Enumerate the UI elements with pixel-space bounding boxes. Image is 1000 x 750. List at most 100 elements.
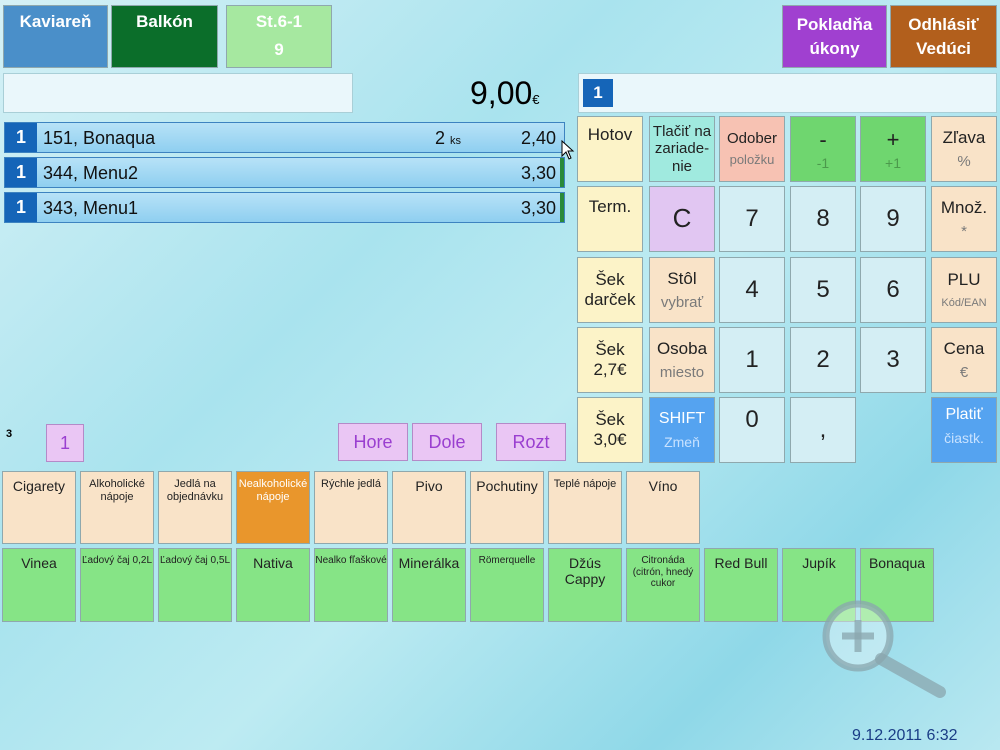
voucher-30-button[interactable]: Šek 3,0€: [577, 397, 643, 463]
logout-label: Odhlásiť: [908, 14, 979, 34]
line-name: 343, Menu1: [43, 198, 139, 218]
key-8[interactable]: 8: [790, 186, 856, 252]
product-jupik[interactable]: Jupík: [782, 548, 856, 622]
clear-button[interactable]: C: [649, 186, 715, 252]
table-label: St.6-1: [255, 12, 303, 31]
quantity-button[interactable]: Množ. *: [931, 186, 997, 252]
terminal-button[interactable]: Term.: [577, 186, 643, 252]
minus-sub: -1: [816, 154, 830, 171]
key-7[interactable]: 7: [719, 186, 785, 252]
category-rychle-jedla[interactable]: Rýchle jedlá: [314, 471, 388, 544]
zoom-in-icon[interactable]: [820, 598, 950, 698]
total-value: 9,00: [470, 75, 533, 111]
table-guests: 9: [274, 39, 284, 59]
product-vinea[interactable]: Vinea: [2, 548, 76, 622]
minus-button[interactable]: - -1: [790, 116, 856, 182]
order-line[interactable]: 1 151, Bonaqua 2 ks 2,40: [4, 122, 565, 153]
plus-button[interactable]: + +1: [860, 116, 926, 182]
balkon-button[interactable]: Balkón: [111, 5, 218, 68]
split-button[interactable]: Rozt: [496, 423, 566, 461]
quantity-sub: *: [961, 223, 967, 241]
page-indicator-button[interactable]: 1: [46, 424, 84, 462]
price-sub: €: [959, 364, 969, 382]
category-label: Teplé nápoje: [553, 478, 617, 490]
category-alkoholicke[interactable]: Alkoholické nápoje: [80, 471, 154, 544]
scroll-up-button[interactable]: Hore: [338, 423, 408, 461]
hotov-button[interactable]: Hotov: [577, 116, 643, 182]
key-2[interactable]: 2: [790, 327, 856, 393]
logout-button[interactable]: Odhlásiť Vedúci: [890, 5, 997, 68]
balkon-label: Balkón: [136, 12, 193, 31]
pokladna-label: Pokladňa: [796, 14, 873, 34]
product-citronada[interactable]: Citronáda (citrón, hnedý cukor: [626, 548, 700, 622]
key-0-label: 0: [745, 406, 759, 433]
select-table-sub: vybrať: [660, 294, 704, 312]
select-table-button[interactable]: Stôl vybrať: [649, 257, 715, 323]
category-nealkoholicke[interactable]: Nealkoholické nápoje: [236, 471, 310, 544]
plu-button[interactable]: PLU Kód/EAN: [931, 257, 997, 323]
user-role-label: Vedúci: [916, 38, 971, 58]
key-1-label: 1: [745, 346, 759, 374]
category-teple-napoje[interactable]: Teplé nápoje: [548, 471, 622, 544]
product-romerquelle[interactable]: Römerquelle: [470, 548, 544, 622]
key-1[interactable]: 1: [719, 327, 785, 393]
split-label: Rozt: [512, 431, 550, 452]
line-price: 2,40: [520, 128, 556, 148]
product-mineralka[interactable]: Minerálka: [392, 548, 466, 622]
key-6[interactable]: 6: [860, 257, 926, 323]
entry-field[interactable]: 1: [578, 73, 997, 113]
entry-count: 1: [593, 83, 603, 102]
order-line[interactable]: 1 343, Menu1 3,30: [4, 192, 565, 223]
key-comma[interactable]: ,: [790, 397, 856, 463]
mouse-cursor-icon: [561, 140, 575, 160]
remove-item-button[interactable]: Odober položku: [719, 116, 785, 182]
pokladna-ukony-button[interactable]: Pokladňa úkony: [782, 5, 887, 68]
item-counter: 3: [6, 428, 13, 440]
clock: 9.12.2011 6:32: [852, 727, 958, 744]
category-label: Rýchle jedlá: [321, 478, 381, 490]
key-9[interactable]: 9: [860, 186, 926, 252]
product-nativa[interactable]: Nativa: [236, 548, 310, 622]
key-5[interactable]: 5: [790, 257, 856, 323]
category-vino[interactable]: Víno: [626, 471, 700, 544]
minus-label: -: [819, 127, 827, 153]
key-3-label: 3: [886, 346, 900, 374]
scroll-down-label: Dole: [428, 431, 466, 452]
price-button[interactable]: Cena €: [931, 327, 997, 393]
product-label: Džús Cappy: [564, 555, 606, 588]
discount-button[interactable]: Zľava %: [931, 116, 997, 182]
scroll-down-button[interactable]: Dole: [412, 423, 482, 461]
key-5-label: 5: [816, 276, 830, 304]
shift-button[interactable]: SHIFT Zmeň: [649, 397, 715, 463]
product-ladovy-caj-02[interactable]: Ľadový čaj 0,2L: [80, 548, 154, 622]
ukony-label: úkony: [809, 38, 860, 58]
total-currency: €: [532, 92, 540, 107]
person-seat-button[interactable]: Osoba miesto: [649, 327, 715, 393]
quantity-label: Množ.: [940, 197, 988, 217]
key-7-label: 7: [745, 205, 759, 233]
category-jedla-objednavka[interactable]: Jedlá na objednávku: [158, 471, 232, 544]
line-price: 3,30: [520, 198, 556, 218]
partial-pay-button[interactable]: Platiť čiastk.: [931, 397, 997, 463]
key-3[interactable]: 3: [860, 327, 926, 393]
table-button[interactable]: St.6-1 9: [226, 5, 332, 68]
key-0[interactable]: 0: [719, 397, 785, 463]
category-cigarety[interactable]: Cigarety: [2, 471, 76, 544]
key-4[interactable]: 4: [719, 257, 785, 323]
partial-pay-sub: čiastk.: [944, 430, 984, 447]
category-pivo[interactable]: Pivo: [392, 471, 466, 544]
line-qty: 1: [5, 193, 37, 222]
product-nealko-flaskove[interactable]: Nealko fľaškové: [314, 548, 388, 622]
kaviaren-button[interactable]: Kaviareň: [3, 5, 108, 68]
print-device-button[interactable]: Tlačiť na zariade-nie: [649, 116, 715, 182]
category-pochutiny[interactable]: Pochutiny: [470, 471, 544, 544]
person-seat-label: Osoba: [656, 338, 708, 358]
voucher-27-button[interactable]: Šek 2,7€: [577, 327, 643, 393]
key-comma-label: ,: [819, 416, 827, 444]
product-ladovy-caj-05[interactable]: Ľadový čaj 0,5L: [158, 548, 232, 622]
gift-voucher-button[interactable]: Šek darček: [577, 257, 643, 323]
product-dzus-cappy[interactable]: Džús Cappy: [548, 548, 622, 622]
hotov-label: Hotov: [587, 125, 633, 144]
product-red-bull[interactable]: Red Bull: [704, 548, 778, 622]
order-line[interactable]: 1 344, Menu2 3,30: [4, 157, 565, 188]
